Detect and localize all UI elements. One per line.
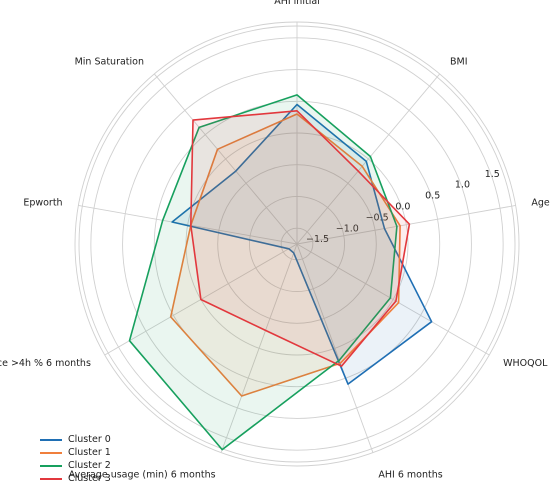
spoke-8: [153, 73, 298, 245]
axis-label-8: Min Saturation: [75, 57, 144, 68]
series-line-cluster-2: [128, 94, 398, 451]
axis-label-1: BMI: [450, 57, 468, 68]
radar-series: [128, 94, 433, 451]
legend-label-cluster-3: Cluster 3: [68, 473, 111, 484]
radial-tick-label-6: 1.5: [485, 169, 500, 180]
radial-tick-label-3: 0.0: [395, 202, 410, 213]
axis-label-4: AHI 6 months: [378, 470, 442, 481]
legend-swatch-cluster-1: [40, 451, 62, 454]
legend-swatch-cluster-0: [40, 438, 62, 441]
legend-item-cluster-0: Cluster 0: [40, 433, 111, 446]
axis-label-3: WHOQOL 6 months Av: [503, 358, 550, 369]
radar-labels: AHI initial BMI Age WHOQOL 6 months Av AHI 6…: [0, 0, 550, 481]
radial-tick-label-1: −1.0: [336, 223, 359, 234]
legend-label-cluster-0: Cluster 0: [68, 434, 111, 445]
legend-label-cluster-1: Cluster 1: [68, 447, 111, 458]
legend-item-cluster-3: Cluster 3: [40, 472, 111, 485]
series-fill-cluster-1: [170, 114, 401, 396]
legend-item-cluster-2: Cluster 2: [40, 459, 111, 472]
axis-label-2: Age: [531, 198, 550, 209]
spoke-7: [78, 205, 298, 245]
radial-tick-label-5: 1.0: [455, 180, 470, 191]
axis-label-7: Epworth: [23, 198, 62, 209]
axis-label-0: AHI initial: [274, 0, 320, 7]
series-fill-cluster-3: [190, 110, 410, 367]
spoke-2: [296, 205, 516, 245]
series-line-cluster-0: [171, 103, 433, 385]
legend-label-cluster-2: Cluster 2: [68, 460, 111, 471]
spoke-1: [296, 73, 441, 245]
axis-label-5: Average usage (min) 6 months: [69, 470, 216, 481]
radar-grid: −1.5 −1.0 −0.5 0.0 0.5 1.0 1.5: [74, 21, 520, 467]
legend: Cluster 0 Cluster 1 Cluster 2 Cluster 3: [40, 433, 111, 485]
spoke-3: [296, 243, 490, 356]
series-line-cluster-3: [190, 110, 411, 368]
legend-item-cluster-1: Cluster 1: [40, 446, 111, 459]
axis-label-6: Compliance >4h % 6 months: [0, 358, 91, 369]
legend-swatch-cluster-2: [40, 464, 62, 467]
radial-tick-label-4: 0.5: [425, 191, 440, 202]
spoke-5: [220, 243, 298, 453]
radial-tick-label-2: −0.5: [366, 212, 389, 223]
legend-swatch-cluster-3: [40, 477, 62, 480]
radial-tick-label-0: −1.5: [306, 234, 329, 245]
spoke-4: [296, 243, 374, 453]
